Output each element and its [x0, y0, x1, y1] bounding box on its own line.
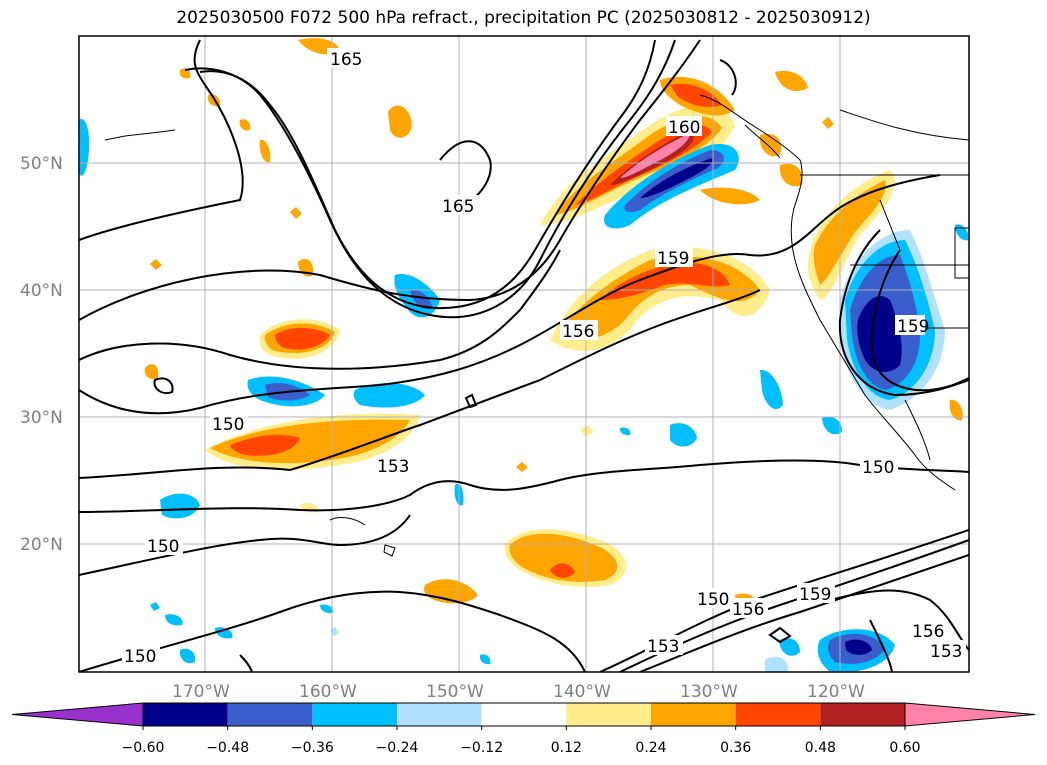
contour-label-153-southeast: 153 [930, 642, 962, 662]
contour-label-165: 165 [442, 197, 474, 217]
colorbar-segment [820, 703, 905, 726]
negative-precip-areas [79, 119, 969, 672]
contour-label-150-left: 150 [212, 415, 244, 435]
colorbar-segment [227, 703, 313, 726]
colorbar-segment [312, 703, 397, 726]
colorbar-tick-label: −0.60 [122, 740, 165, 756]
colorbar-extend-low [11, 702, 144, 727]
contour-label-150-south: 150 [697, 590, 729, 610]
contour-labels: 165 165 159 156 150 153 150 150 150 153 … [122, 48, 966, 667]
colorbar: −0.60 −0.48 −0.36 −0.24 −0.12 0.12 0.24 0.36 0.4… [11, 702, 1036, 756]
lon-tick-150w: 150°W [426, 682, 484, 702]
contour-label-153-south: 153 [647, 637, 679, 657]
map-title: 2025030500 F072 500 hPa refract., precip… [176, 8, 871, 28]
contour-label-156-south: 156 [732, 600, 764, 620]
colorbar-extend-high [904, 702, 1036, 727]
colorbar-segment [481, 703, 567, 726]
latitude-ticks: 50°N 40°N 30°N 20°N [20, 154, 63, 555]
colorbar-tick-label: −0.36 [291, 740, 334, 756]
lon-tick-120w: 120°W [807, 682, 865, 702]
colorbar-segment [143, 703, 228, 726]
colorbar-segment [651, 703, 736, 726]
colorbar-tick-label: −0.48 [206, 740, 249, 756]
colorbar-segment [566, 703, 651, 726]
map-gridlines [79, 36, 969, 672]
lon-tick-170w: 170°W [172, 682, 230, 702]
lon-tick-130w: 130°W [680, 682, 738, 702]
lon-tick-160w: 160°W [299, 682, 357, 702]
contour-label-160: 160 [668, 118, 700, 138]
contour-label-150-west: 150 [147, 537, 179, 557]
colorbar-tick-label: −0.12 [460, 740, 503, 756]
contour-label-150-right: 150 [862, 458, 894, 478]
map-background [79, 36, 969, 672]
map-content: 165 165 159 156 150 153 150 150 150 153 … [79, 36, 969, 672]
colorbar-tick-label: 0.12 [551, 740, 582, 756]
coastlines [104, 94, 969, 557]
contour-label-153: 153 [377, 457, 409, 477]
contour-label-156-southeast: 156 [912, 622, 944, 642]
colorbar-tick-label: 0.60 [889, 740, 920, 756]
lon-tick-140w: 140°W [553, 682, 611, 702]
colorbar-tick-label: 0.48 [805, 740, 836, 756]
colorbar-tick-label: 0.24 [635, 740, 666, 756]
refractivity-contours [79, 39, 969, 672]
colorbar-border [142, 702, 906, 727]
contour-label-159: 159 [657, 249, 689, 269]
colorbar-tick-label: −0.24 [376, 740, 419, 756]
contour-label-165-top: 165 [330, 50, 362, 70]
map-frame [78, 35, 970, 673]
contour-label-156: 156 [562, 322, 594, 342]
longitude-ticks: 170°W 160°W 150°W 140°W 130°W 120°W [172, 682, 865, 702]
colorbar-segment [735, 703, 821, 726]
lat-tick-40n: 40°N [20, 281, 63, 301]
lat-tick-20n: 20°N [20, 535, 63, 555]
contour-label-159-east: 159 [897, 317, 929, 337]
contour-label-159-south: 159 [799, 585, 831, 605]
lat-tick-50n: 50°N [20, 154, 63, 174]
colorbar-segment [397, 703, 482, 726]
contour-label-150-bottom: 150 [124, 647, 156, 667]
colorbar-tick-label: 0.36 [720, 740, 751, 756]
lat-tick-30n: 30°N [20, 408, 63, 428]
